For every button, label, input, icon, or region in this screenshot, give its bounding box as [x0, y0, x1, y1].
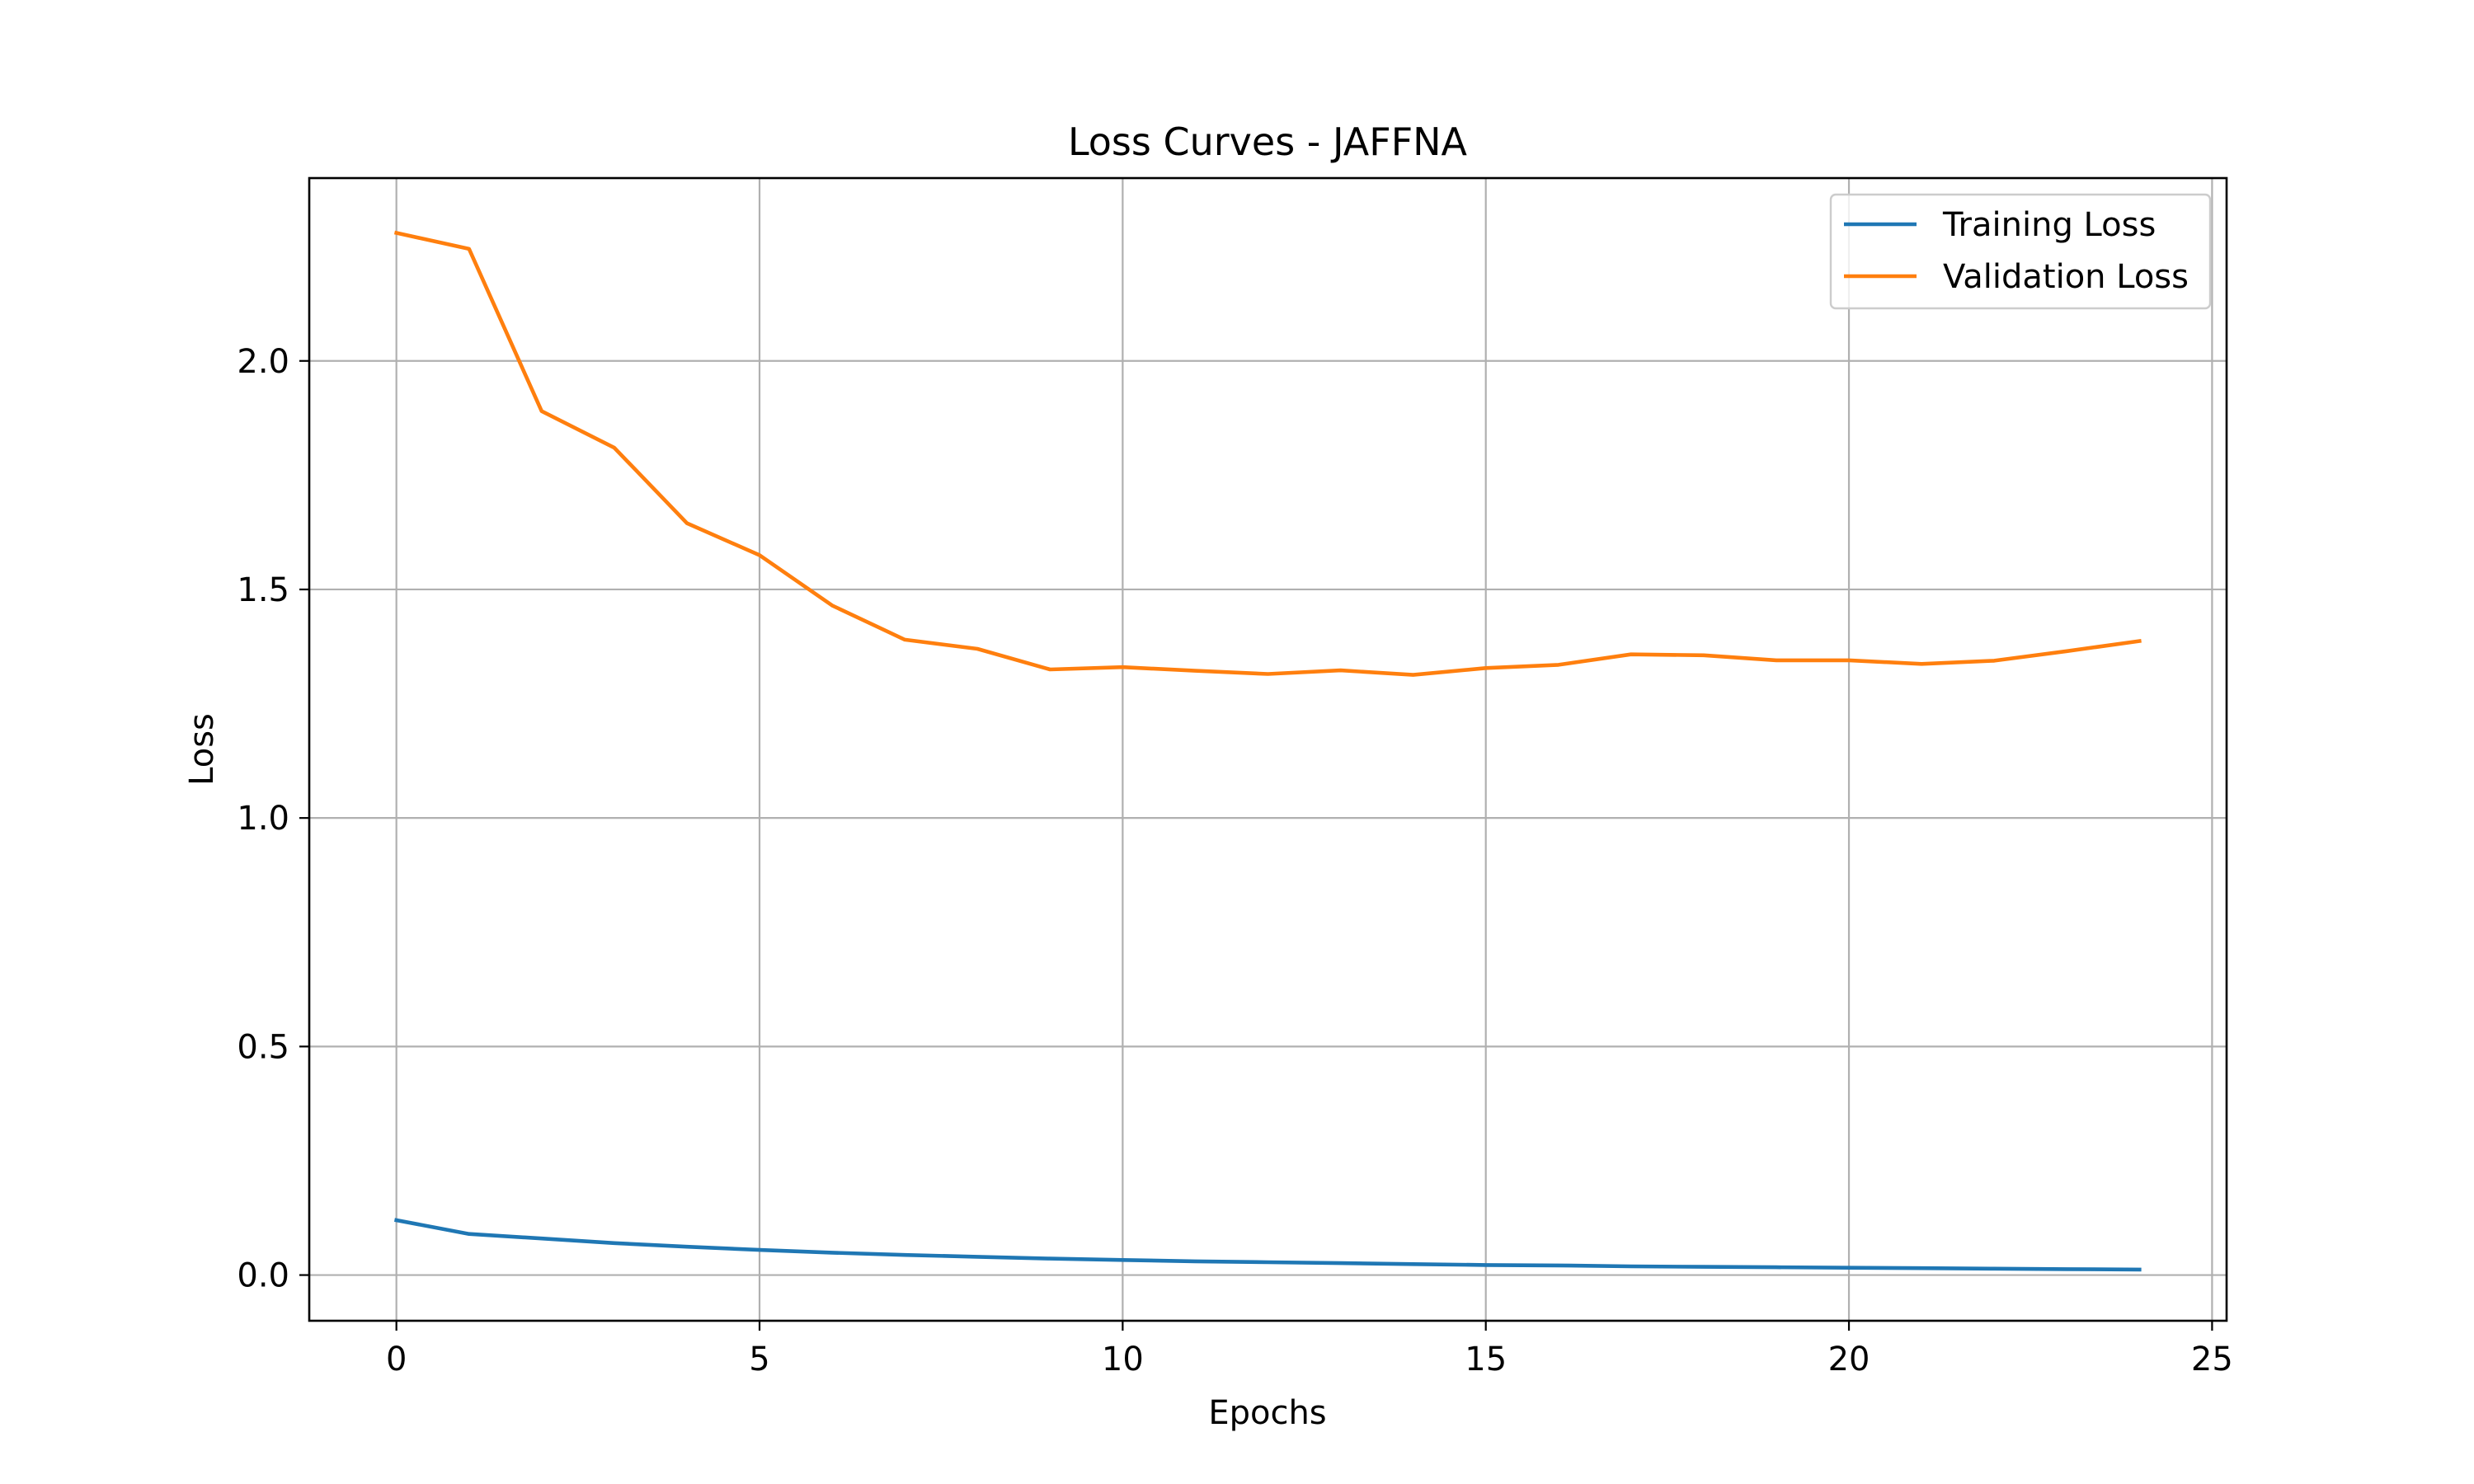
- legend-label-validation-loss: Validation Loss: [1943, 258, 2189, 296]
- series-lines: [393, 230, 2142, 1272]
- legend: Training Loss Validation Loss: [1829, 193, 2212, 310]
- axis-ticks: 0 5 10 15 20 25 0.0 0.5 1.0 1.5 2.0: [237, 343, 2232, 1378]
- y-tick-label: 1.5: [237, 571, 289, 609]
- legend-box: [1829, 193, 2212, 310]
- y-tick-label: 2.0: [237, 343, 289, 381]
- y-tick-label: 0.0: [237, 1257, 289, 1295]
- legend-label-training-loss: Training Loss: [1942, 206, 2156, 244]
- x-tick-label: 0: [386, 1341, 407, 1378]
- x-tick-label: 15: [1465, 1341, 1507, 1378]
- x-tick-label: 25: [2191, 1341, 2233, 1378]
- plot-frame: [308, 176, 2228, 1322]
- y-tick-label: 0.5: [237, 1028, 289, 1066]
- x-tick-label: 5: [749, 1341, 769, 1378]
- y-tick-label: 1.0: [237, 800, 289, 838]
- grid: [309, 178, 2227, 1321]
- x-tick-label: 10: [1102, 1341, 1144, 1378]
- series-line-validation-loss: [393, 230, 2142, 677]
- series-line-training-loss: [394, 1218, 2142, 1272]
- chart-title: Loss Curves - JAFFNA: [1068, 120, 1468, 164]
- y-axis-label: Loss: [183, 713, 221, 786]
- x-tick-label: 20: [1828, 1341, 1870, 1378]
- x-axis-label: Epochs: [1208, 1394, 1326, 1432]
